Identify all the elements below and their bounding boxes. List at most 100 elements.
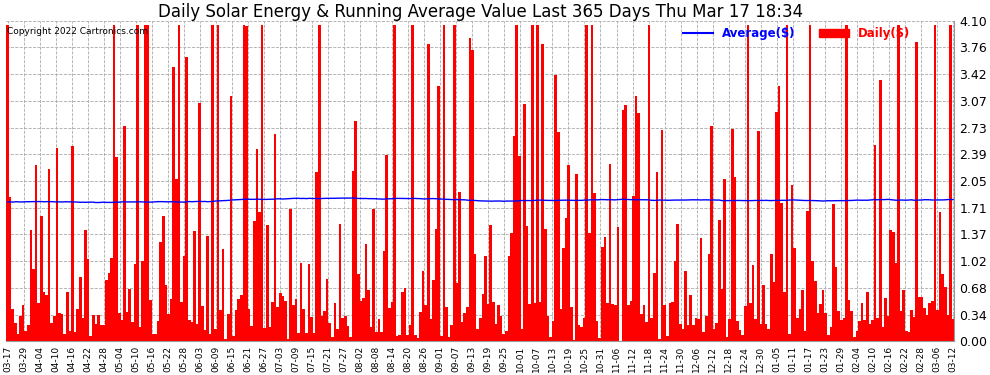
Bar	[183, 256, 185, 341]
Bar	[440, 336, 443, 341]
Bar	[731, 129, 734, 341]
Bar	[412, 25, 414, 341]
Bar	[845, 25, 847, 341]
Bar	[248, 309, 250, 341]
Bar	[126, 312, 129, 341]
Bar	[484, 256, 487, 341]
Bar	[606, 303, 609, 341]
Bar	[791, 185, 793, 341]
Bar	[170, 299, 172, 341]
Bar	[263, 328, 266, 341]
Bar	[349, 337, 351, 341]
Bar	[737, 321, 739, 341]
Bar	[820, 303, 822, 341]
Bar	[944, 286, 946, 341]
Bar	[463, 313, 466, 341]
Bar	[770, 254, 772, 341]
Bar	[159, 242, 162, 341]
Bar	[281, 296, 284, 341]
Bar	[209, 334, 212, 341]
Bar	[697, 319, 700, 341]
Bar	[700, 238, 702, 341]
Bar	[460, 322, 463, 341]
Bar	[443, 25, 446, 341]
Bar	[892, 232, 895, 341]
Bar	[118, 313, 121, 341]
Bar	[243, 25, 246, 341]
Bar	[759, 324, 762, 341]
Bar	[868, 324, 871, 341]
Bar	[214, 329, 217, 341]
Bar	[367, 290, 370, 341]
Bar	[497, 304, 500, 341]
Bar	[809, 25, 812, 341]
Bar	[60, 314, 63, 341]
Bar	[385, 155, 388, 341]
Bar	[50, 323, 53, 341]
Bar	[529, 304, 531, 341]
Bar	[609, 164, 612, 341]
Bar	[162, 216, 164, 341]
Bar	[409, 325, 412, 341]
Bar	[643, 305, 645, 341]
Bar	[274, 134, 276, 341]
Bar	[19, 316, 22, 341]
Bar	[710, 126, 713, 341]
Bar	[897, 25, 900, 341]
Bar	[764, 324, 767, 341]
Bar	[903, 290, 905, 341]
Bar	[79, 278, 81, 341]
Bar	[793, 248, 796, 341]
Bar	[551, 321, 554, 341]
Bar	[63, 334, 66, 341]
Bar	[841, 320, 842, 341]
Bar	[716, 324, 718, 341]
Bar	[87, 259, 89, 341]
Bar	[175, 179, 177, 341]
Bar	[266, 225, 268, 341]
Bar	[853, 338, 855, 341]
Bar	[204, 330, 206, 341]
Bar	[627, 304, 630, 341]
Bar	[102, 325, 105, 341]
Bar	[219, 310, 222, 341]
Bar	[757, 130, 759, 341]
Bar	[453, 25, 455, 341]
Bar	[539, 302, 542, 341]
Bar	[414, 335, 417, 341]
Bar	[591, 25, 593, 341]
Bar	[641, 314, 643, 341]
Bar	[422, 271, 425, 341]
Bar	[783, 292, 785, 341]
Bar	[425, 304, 427, 341]
Bar	[105, 280, 108, 341]
Bar	[580, 327, 583, 341]
Bar	[466, 307, 468, 341]
Bar	[481, 294, 484, 341]
Bar	[788, 334, 791, 341]
Bar	[588, 233, 591, 341]
Bar	[22, 304, 25, 341]
Bar	[100, 325, 102, 341]
Bar	[513, 136, 516, 341]
Bar	[830, 327, 833, 341]
Bar	[108, 273, 110, 341]
Bar	[35, 165, 38, 341]
Bar	[916, 42, 918, 341]
Bar	[531, 25, 534, 341]
Bar	[762, 285, 764, 341]
Bar	[502, 334, 505, 341]
Bar	[404, 288, 406, 341]
Bar	[233, 336, 235, 341]
Bar	[729, 319, 731, 341]
Bar	[142, 261, 144, 341]
Bar	[718, 220, 721, 341]
Bar	[225, 339, 227, 341]
Bar	[110, 258, 113, 341]
Bar	[172, 67, 175, 341]
Bar	[542, 44, 544, 341]
Bar	[295, 299, 297, 341]
Bar	[874, 145, 876, 341]
Bar	[46, 295, 48, 341]
Bar	[521, 329, 523, 341]
